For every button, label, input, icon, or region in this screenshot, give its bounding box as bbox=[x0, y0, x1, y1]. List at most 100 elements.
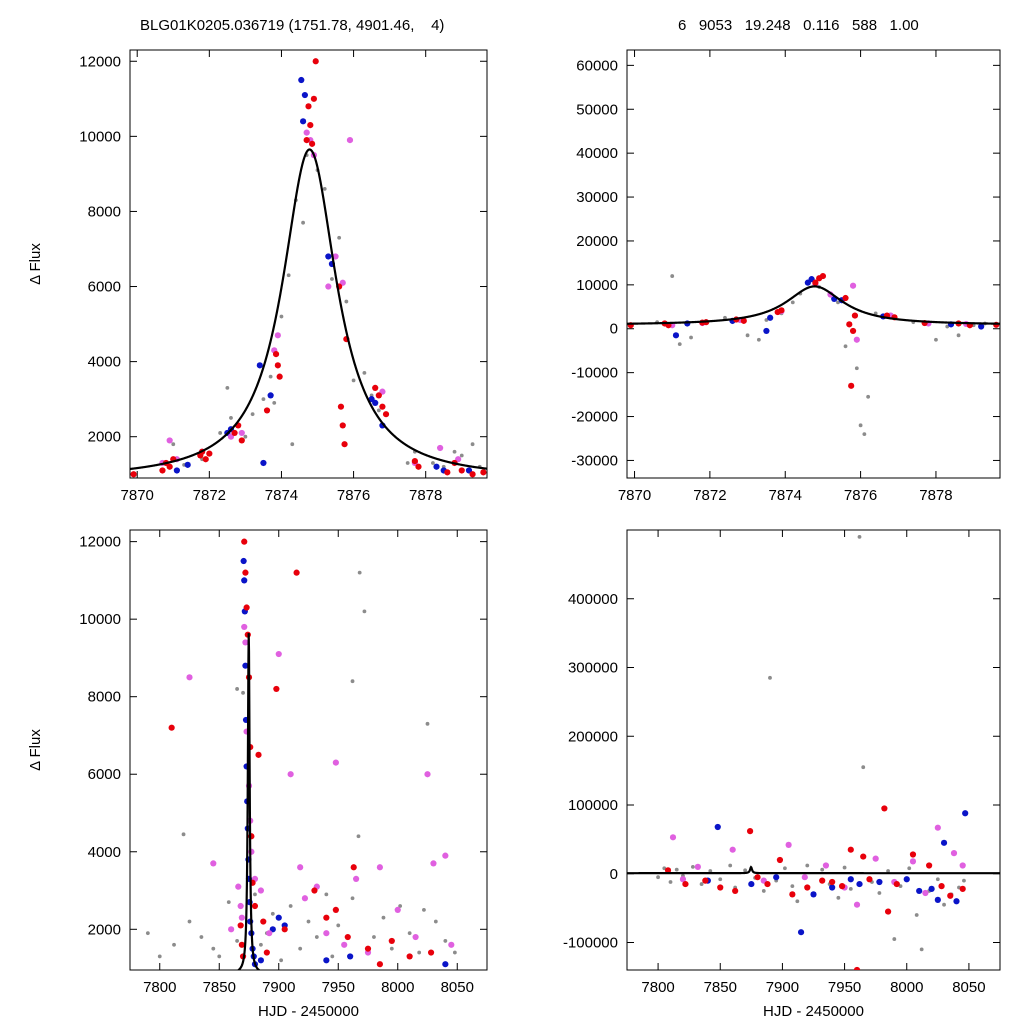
y-tick-label: 2000 bbox=[88, 921, 121, 938]
data-point-red bbox=[819, 272, 827, 280]
data-point-gray bbox=[243, 434, 248, 439]
data-point-magenta bbox=[186, 674, 193, 681]
panel-top-right: 7870 7872 7874 7876 7878 -30000 -20000 -10000 0 1… bbox=[571, 49, 1001, 504]
data-point-red bbox=[846, 321, 853, 328]
data-point-magenta bbox=[853, 901, 861, 908]
data-point-gray bbox=[187, 919, 192, 924]
data-point-gray bbox=[272, 401, 277, 405]
data-point-blue bbox=[847, 876, 854, 883]
data-point-gray bbox=[708, 869, 713, 873]
data-point-red bbox=[480, 469, 487, 476]
data-point-red bbox=[260, 918, 267, 925]
data-point-gray bbox=[854, 366, 859, 371]
data-point-gray bbox=[235, 939, 240, 943]
data-point-gray bbox=[790, 884, 795, 889]
data-point-gray bbox=[301, 220, 305, 225]
data-point-gray bbox=[836, 895, 841, 900]
y-axis-label: Δ Flux bbox=[27, 729, 44, 771]
data-point-red bbox=[263, 949, 270, 956]
data-point-gray bbox=[336, 923, 341, 928]
y-tick-label: 10000 bbox=[79, 611, 121, 628]
data-point-gray bbox=[862, 432, 867, 437]
x-tick-label: 7950 bbox=[322, 979, 355, 996]
x-tick-label: 7878 bbox=[409, 487, 442, 504]
data-point-red bbox=[406, 953, 413, 960]
data-point-red bbox=[307, 121, 314, 129]
data-point-gray bbox=[381, 915, 386, 920]
data-point-gray bbox=[211, 946, 216, 951]
data-point-red bbox=[376, 961, 383, 968]
data-point-gray bbox=[892, 937, 897, 941]
data-point-gray bbox=[425, 721, 430, 726]
x-tick-label: 7900 bbox=[262, 979, 295, 996]
data-point-red bbox=[754, 874, 761, 881]
x-tick-label: 8000 bbox=[890, 979, 923, 996]
data-point-red bbox=[274, 362, 281, 369]
data-point-red bbox=[851, 312, 859, 319]
data-point-blue bbox=[773, 874, 780, 881]
data-point-gray bbox=[861, 765, 866, 770]
x-tick-label: 7872 bbox=[693, 487, 726, 504]
data-point-gray bbox=[422, 908, 426, 912]
data-point-gray bbox=[398, 904, 403, 908]
data-point-gray bbox=[290, 442, 295, 447]
data-point-blue bbox=[916, 887, 923, 895]
data-point-gray bbox=[376, 408, 381, 413]
data-point-magenta bbox=[274, 332, 281, 339]
data-point-red bbox=[332, 906, 339, 914]
data-point-magenta bbox=[909, 858, 917, 865]
data-point-gray bbox=[857, 534, 862, 539]
data-point-gray bbox=[761, 889, 766, 893]
y-tick-label: 0 bbox=[610, 321, 618, 338]
x-axis-label: HJD - 2450000 bbox=[258, 1003, 359, 1020]
data-point-magenta bbox=[448, 941, 455, 948]
data-point-red bbox=[764, 880, 771, 888]
data-point-blue bbox=[323, 957, 330, 964]
data-point-gray bbox=[405, 461, 410, 465]
data-point-gray bbox=[962, 878, 966, 883]
data-point-red bbox=[664, 867, 672, 874]
y-axis-label: Δ Flux bbox=[27, 243, 44, 285]
data-point-blue bbox=[763, 327, 770, 335]
data-point-magenta bbox=[325, 283, 332, 290]
panel-top-left: 7870 7872 7874 7876 7878 2000 4000 6000 8000 1000… bbox=[27, 49, 488, 504]
data-point-red bbox=[206, 450, 213, 457]
data-point-blue bbox=[275, 914, 282, 921]
data-point-magenta bbox=[801, 874, 808, 881]
data-point-red bbox=[166, 463, 173, 470]
data-point-gray bbox=[914, 913, 919, 917]
data-point-gray bbox=[357, 570, 362, 575]
data-point-gray bbox=[689, 335, 693, 340]
data-point-red bbox=[860, 853, 867, 860]
data-point-gray bbox=[718, 877, 723, 882]
data-point-gray bbox=[452, 950, 457, 955]
data-point-gray bbox=[877, 891, 882, 895]
data-point-red bbox=[238, 437, 245, 444]
y-tick-label: 2000 bbox=[88, 429, 121, 446]
data-point-magenta bbox=[376, 864, 383, 871]
data-point-red bbox=[427, 949, 435, 956]
x-tick-label: 7800 bbox=[641, 979, 674, 996]
data-point-gray bbox=[298, 946, 303, 951]
data-point-blue bbox=[372, 399, 379, 407]
data-point-red bbox=[776, 856, 784, 864]
data-point-gray bbox=[372, 935, 376, 939]
data-point-red bbox=[305, 103, 312, 110]
data-point-gray bbox=[907, 866, 912, 871]
data-point-gray bbox=[431, 461, 435, 465]
data-point-magenta bbox=[430, 860, 437, 867]
data-point-red bbox=[411, 458, 418, 465]
data-point-red bbox=[893, 880, 900, 888]
data-point-blue bbox=[301, 91, 308, 99]
data-point-gray bbox=[261, 397, 266, 402]
y-tick-label: 4000 bbox=[88, 844, 121, 861]
star-id-header: BLG01K0205.036719 (1751.78, 4901.46, 4) bbox=[140, 17, 444, 34]
y-tick-label: 12000 bbox=[79, 53, 121, 70]
data-point-gray bbox=[314, 935, 319, 939]
y-tick-label: 100000 bbox=[568, 797, 618, 814]
data-point-gray bbox=[288, 904, 293, 908]
data-point-magenta bbox=[922, 889, 929, 897]
data-point-gray bbox=[157, 954, 162, 959]
data-point-red bbox=[337, 403, 345, 410]
data-point-magenta bbox=[853, 336, 860, 343]
